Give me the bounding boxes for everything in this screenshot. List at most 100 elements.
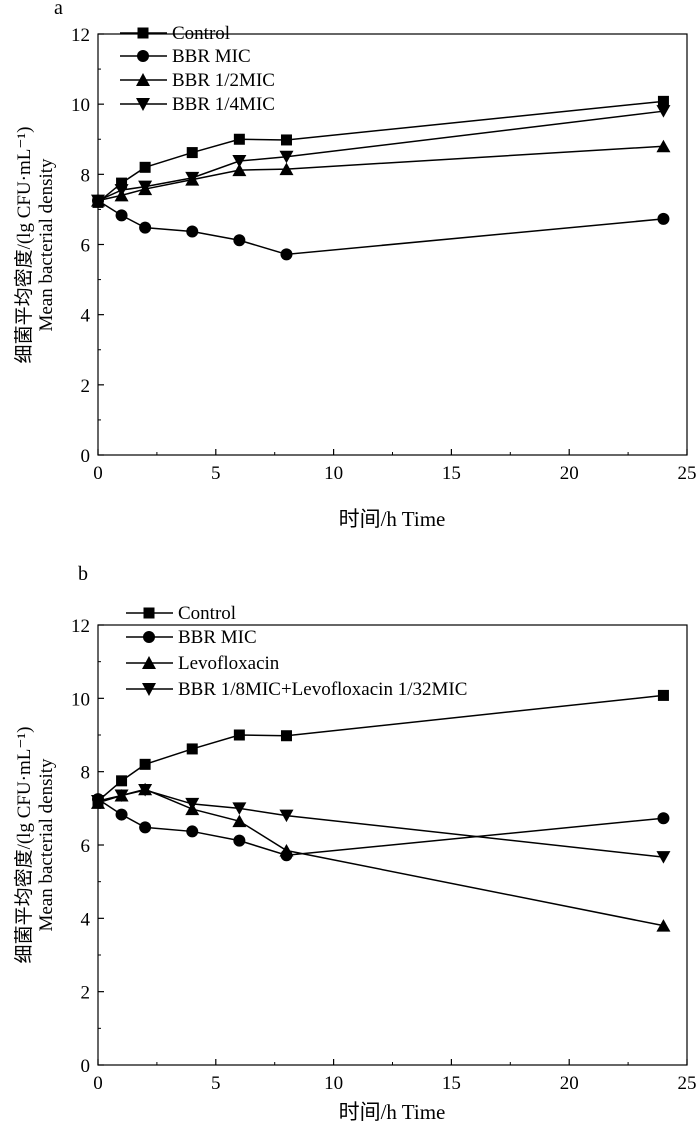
y-tick-label: 6 [81,836,91,857]
data-point-bbr-1-4mic [232,155,247,168]
panel-b-y-axis-label-en: Mean bacterial density [36,758,57,932]
data-point-bbr-mic [139,821,152,834]
series-levofloxacin [91,782,671,932]
legend-label: Control [172,23,230,44]
legend-label: BBR 1/8MIC+Levofloxacin 1/32MIC [178,679,467,700]
data-point-levofloxacin [656,919,671,932]
x-tick-label: 20 [560,463,579,484]
data-point-control [280,730,292,742]
data-point-bbr-mic [657,212,670,225]
series-line-bbr-mic [97,200,664,256]
circle-marker-icon [143,631,155,643]
panel-a-x-ticks: 0 5 10 15 20 25 [93,449,697,484]
y-tick-label: 4 [81,306,91,327]
data-point-bbr-1-8mic-levofloxacin-1-32mic [232,802,247,815]
panel-a-y-axis-label-cn: 细菌平均密度/(lg CFU·mL⁻¹) [13,127,35,364]
y-tick-label: 8 [81,165,91,186]
panel-a-chart: a 0 5 10 15 20 25 0 2 4 6 8 10 12 时间/h Time 细菌平均密度/… [13,0,697,531]
data-point-bbr-1-4mic [114,184,129,197]
data-point-bbr-1-4mic [91,194,105,208]
triangle-down-marker-icon [142,683,156,696]
data-point-bbr-1-8mic-levofloxacin-1-32mic [91,795,105,808]
triangle-up-marker-icon [142,656,156,669]
data-point-bbr-1-8mic-levofloxacin-1-32mic [138,784,153,797]
x-tick-label: 15 [442,463,461,484]
panel-a-series [91,95,671,261]
data-point-control [657,95,669,107]
square-marker-icon [143,607,155,619]
data-point-bbr-mic [186,825,199,838]
data-point-bbr-mic [657,812,670,825]
series-line-bbr-1-2mic [97,145,664,202]
data-point-control [139,161,151,173]
legend-item: Control [126,603,236,624]
data-point-bbr-1-8mic-levofloxacin-1-32mic [279,809,294,823]
legend-label: BBR MIC [178,627,257,648]
panel-a-y-ticks: 0 2 4 6 8 10 12 [71,25,104,467]
legend-item: BBR 1/8MIC+Levofloxacin 1/32MIC [126,679,467,700]
legend-item: BBR MIC [120,46,251,67]
data-point-bbr-1-4mic [185,171,200,185]
legend-label: BBR 1/2MIC [172,70,275,91]
data-point-levofloxacin [232,814,247,828]
legend-label: BBR MIC [172,46,251,67]
legend-item: BBR 1/2MIC [120,70,275,91]
data-point-bbr-1-2mic [279,162,294,176]
x-tick-label: 0 [93,1073,103,1094]
data-point-bbr-1-4mic [138,180,153,194]
panel-b-label: b [78,563,88,585]
data-point-bbr-mic [115,808,128,821]
data-point-control [233,133,245,145]
panel-b-chart: b 0 5 10 15 20 25 0 2 4 6 8 10 12 时间/h Time 细菌平均密度/… [13,563,697,1124]
y-tick-label: 6 [81,236,91,257]
data-point-bbr-mic [233,234,246,247]
data-point-control [139,758,151,770]
triangle-up-marker-icon [136,73,150,86]
y-tick-label: 8 [81,763,91,784]
data-point-bbr-mic [233,834,246,847]
data-point-control [233,729,245,741]
x-tick-label: 25 [678,463,697,484]
x-tick-label: 10 [324,463,343,484]
series-bbr-1-2mic [91,139,671,207]
data-point-bbr-1-8mic-levofloxacin-1-32mic [656,851,671,864]
panel-b-x-axis-label: 时间/h Time [339,1100,446,1124]
y-tick-label: 12 [71,25,90,46]
legend-label: BBR 1/4MIC [172,94,275,115]
series-bbr-mic [92,194,670,261]
series-line-bbr-1-8mic-levofloxacin-1-32mic [97,789,664,858]
circle-marker-icon [137,50,149,62]
panel-b-y-axis-label-cn: 细菌平均密度/(lg CFU·mL⁻¹) [13,727,35,964]
legend-item: Control [120,23,230,44]
data-point-control [116,177,128,189]
series-bbr-1-8mic-levofloxacin-1-32mic [91,784,671,864]
y-tick-label: 12 [71,616,90,637]
series-line-bbr-mic [97,798,664,857]
legend-item: BBR MIC [126,627,257,648]
legend-label: Levofloxacin [178,653,280,674]
data-point-control [280,134,292,146]
panel-b-series [91,689,671,932]
x-tick-label: 25 [678,1073,697,1094]
data-point-bbr-1-2mic [656,139,671,153]
panel-a-y-axis-label-en: Mean bacterial density [36,158,57,332]
series-line-levofloxacin [97,788,664,927]
y-tick-label: 0 [81,1056,91,1077]
x-tick-label: 0 [93,463,103,484]
data-point-bbr-1-4mic [656,105,671,118]
y-tick-label: 2 [81,983,91,1004]
x-tick-label: 10 [324,1073,343,1094]
data-point-control [657,689,669,701]
panel-a-x-axis-label: 时间/h Time [339,507,446,531]
panel-a-label: a [54,0,63,19]
x-tick-label: 5 [211,463,221,484]
y-tick-label: 2 [81,376,91,397]
legend-item: Levofloxacin [126,653,280,674]
data-point-bbr-mic [139,221,152,234]
panel-b-legend: Control BBR MIC Levofloxacin BBR 1/8MIC+… [126,603,467,700]
y-tick-label: 10 [71,95,90,116]
data-point-bbr-1-4mic [279,150,294,164]
series-bbr-1-4mic [91,105,671,208]
data-point-control [186,743,198,755]
y-tick-label: 10 [71,689,90,710]
